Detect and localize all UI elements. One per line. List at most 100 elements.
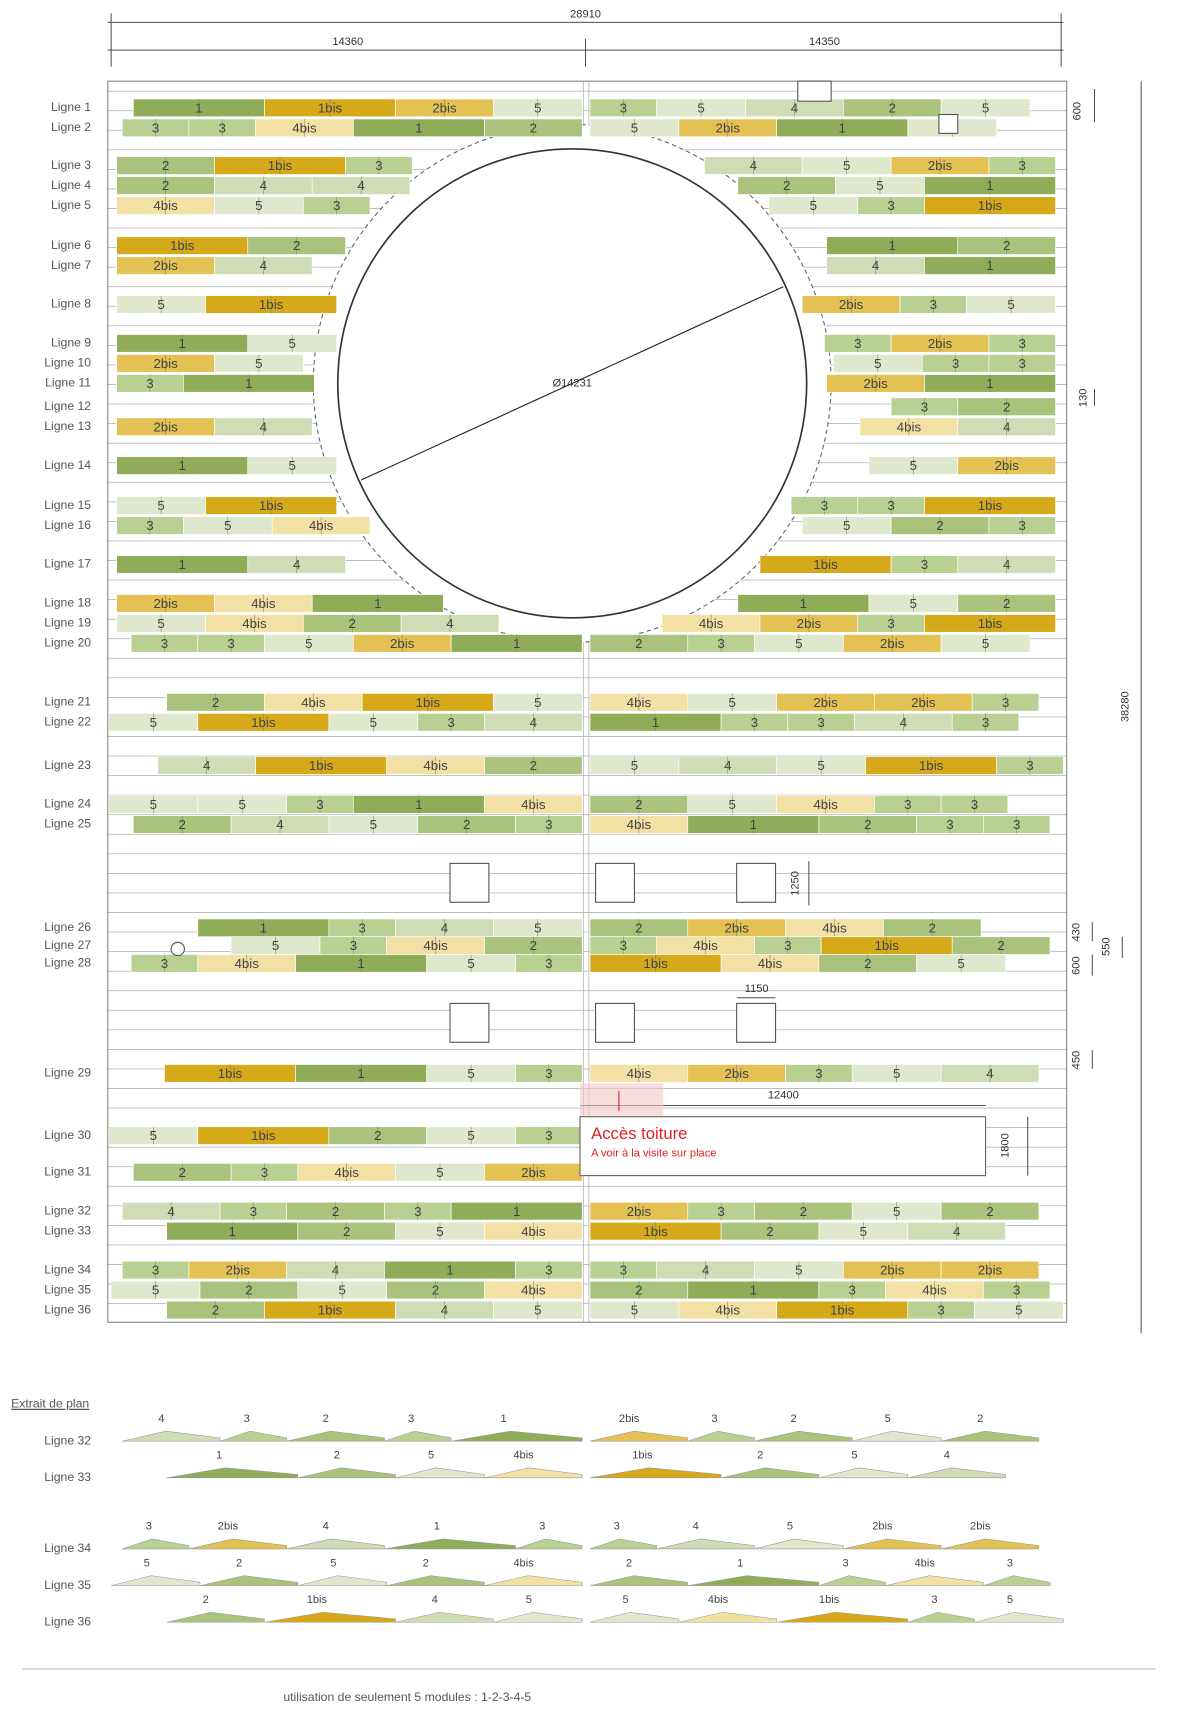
module-label: 3 [545,817,552,832]
row-label: Ligne 3 [51,158,91,172]
module-label: 3 [952,356,959,371]
module-label: 2bis [970,1521,991,1533]
module-label: 5 [255,356,262,371]
module-label: 2 [1003,399,1010,414]
module-label: 1 [229,1224,236,1239]
row-label: Ligne 35 [44,1578,91,1592]
module-label: 2bis [153,419,178,434]
dim-text: 450 [1071,1051,1083,1070]
module-label: 5 [622,1594,628,1606]
module-profile [395,1467,485,1479]
module-label: 2 [334,1450,340,1462]
row-label: Ligne 33 [44,1470,91,1484]
module-label: 1 [750,817,757,832]
module-label: 3 [219,120,226,135]
module-label: 3 [350,938,357,953]
module-label: 4 [900,715,908,730]
module-label: 1bis [819,1594,840,1606]
module-label: 4bis [897,419,922,434]
module-label: 3 [904,797,911,812]
module-label: 5 [144,1557,150,1569]
module-label: 2 [179,1165,186,1180]
module-label: 5 [982,636,989,651]
module-label: 1 [415,797,422,812]
module-label: 2 [179,817,186,832]
module-label: 2bis [994,458,1019,473]
module-label: 4bis [627,1066,652,1081]
module-label: 2bis [521,1165,546,1180]
row-label: Ligne 27 [44,938,91,952]
module-label: 5 [843,158,850,173]
module-label: 5 [305,636,312,651]
module-label: 2 [757,1450,763,1462]
module-label: 2 [162,178,169,193]
module-label: 3 [545,1128,552,1143]
row-label: Ligne 21 [44,695,91,709]
row-label: Ligne 19 [44,616,91,630]
module-label: 4 [293,557,301,572]
dim-text: 600 [1072,102,1084,121]
module-label: 5 [272,938,279,953]
module-label: 3 [359,920,366,935]
module-label: 2 [323,1413,329,1425]
row-label: Ligne 6 [51,238,91,252]
module-label: 3 [146,1521,152,1533]
module-label: 5 [787,1521,793,1533]
module-profile [983,1575,1051,1586]
module-label: 1 [357,1066,364,1081]
module-profile [395,1611,494,1623]
module-label: 3 [930,297,937,312]
row-label: Ligne 9 [51,336,91,350]
module-label: 2 [530,938,537,953]
module-label: 5 [150,715,157,730]
module-label: 2bis [928,158,953,173]
module-profile [166,1611,265,1623]
module-label: 2 [530,758,537,773]
module-label: 3 [1019,336,1026,351]
module-label: 4 [1003,419,1011,434]
module-profile [687,1430,755,1442]
module-label: 2 [936,518,943,533]
module-profile [122,1430,221,1442]
module-label: 5 [436,1224,443,1239]
access-box [579,1116,987,1177]
module-label: 2 [1003,238,1010,253]
module-label: 5 [957,956,964,971]
module-label: 5 [339,1283,346,1298]
module-label: 5 [150,1128,157,1143]
module-label: 4bis [153,198,178,213]
module-label: 1bis [643,1224,668,1239]
vent [170,941,185,957]
module-label: 2bis [928,336,953,351]
module-label: 5 [910,596,917,611]
row-label: Ligne 1 [51,100,91,114]
module-label: 1bis [309,758,334,773]
dim-text: 12400 [768,1090,799,1102]
module-label: 1bis [919,758,944,773]
module-label: 5 [893,1204,900,1219]
module-label: 4 [432,1594,438,1606]
row-label: Ligne 32 [44,1433,91,1447]
module-label: 4bis [914,1557,935,1569]
row-label: Ligne 16 [44,518,91,532]
module-label: 2 [236,1557,242,1569]
module-label: 2 [162,158,169,173]
module-label: 4bis [251,596,276,611]
module-label: 5 [893,1066,900,1081]
module-label: 5 [330,1557,336,1569]
module-label: 2bis [724,920,749,935]
module-label: 3 [717,636,724,651]
module-label: 2bis [880,1263,905,1278]
module-profile [384,1538,516,1550]
row-label: Ligne 30 [44,1128,91,1142]
row-label: Ligne 11 [45,376,91,390]
module-label: 3 [244,1413,250,1425]
module-label: 5 [631,120,638,135]
module-label: 4bis [922,1283,947,1298]
module-label: 4 [724,758,732,773]
row-label: Ligne 5 [51,198,91,212]
module-label: 5 [428,1450,434,1462]
module-profile [754,1430,853,1442]
row-label: Ligne 23 [44,758,91,772]
